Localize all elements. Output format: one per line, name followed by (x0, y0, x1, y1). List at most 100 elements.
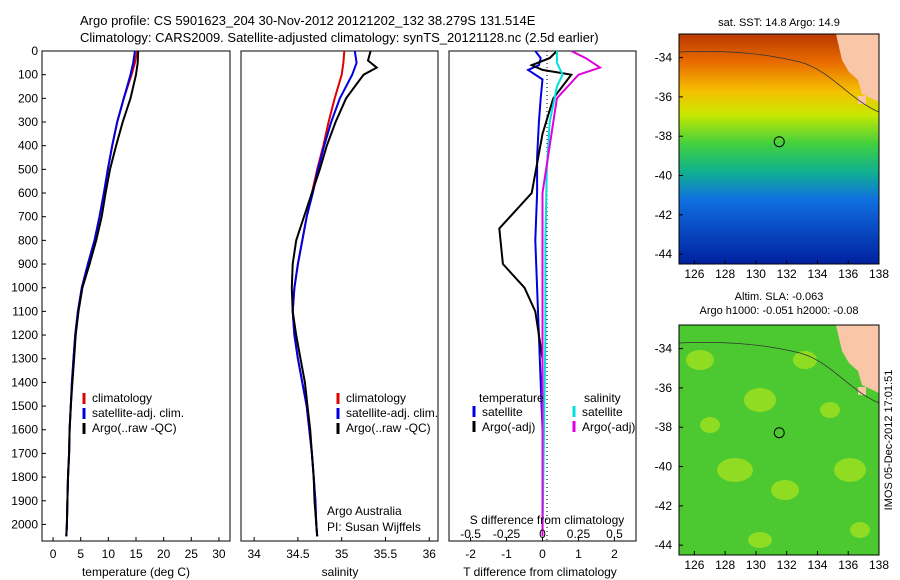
depth-tick-label: 1500 (11, 399, 38, 413)
x-tick-label: 30 (212, 547, 226, 561)
depth-tick-label: 1100 (12, 304, 38, 318)
legend-s-argo: Argo(-adj) (582, 420, 635, 434)
s-tick-label: -0.25 (493, 527, 521, 541)
argo-australia-note: Argo Australia (327, 504, 402, 518)
bathymetry-contour (678, 341, 880, 404)
map-y-tick-label: -38 (655, 129, 673, 143)
map-x-tick-label: 138 (869, 558, 889, 572)
depth-tick-label: 900 (18, 257, 38, 271)
map-x-tick-label: 130 (746, 267, 766, 281)
pi-note: PI: Susan Wijffels (327, 520, 421, 534)
legend-climatology: climatology (346, 391, 406, 405)
map-y-tick-label: -36 (655, 381, 673, 395)
series-line-3 (290, 51, 379, 537)
map-x-tick-label: 138 (869, 267, 889, 281)
depth-tick-label: 1300 (11, 352, 38, 366)
map-y-tick-label: -42 (655, 208, 673, 222)
x-tick-label: 5 (77, 547, 84, 561)
sst-field (679, 34, 879, 264)
x-tick-label: 34 (247, 547, 261, 561)
map-x-tick-label: 128 (715, 558, 735, 572)
sla-title-2: Argo h1000: -0.051 h2000: -0.08 (699, 305, 858, 317)
depth-tick-label: 1600 (11, 423, 38, 437)
sla-frame (678, 324, 880, 556)
temperature-xlabel: temperature (deg C) (82, 565, 190, 579)
bathymetry-contour (678, 50, 880, 113)
temperature-legend: climatology satellite-adj. clim. Argo(..… (82, 391, 184, 435)
t-difference-xlabel: T difference from climatology (463, 565, 617, 579)
title-line-1: Argo profile: CS 5901623_204 30-Nov-2012… (80, 13, 536, 28)
x-tick-label: -2 (465, 547, 476, 561)
map-x-tick-label: 132 (777, 267, 797, 281)
s-tick-label: -0.5 (460, 527, 481, 541)
salinity-panel: 34 34.5 35 35.5 36 salinity climatology sate… (240, 50, 439, 579)
s-tick-label: 0.5 (606, 527, 623, 541)
depth-tick-label: 500 (18, 162, 38, 176)
x-tick-label: 0 (50, 547, 57, 561)
sla-title-1: Altim. SLA: -0.063 (735, 291, 824, 303)
depth-tick-label: 1700 (11, 446, 38, 460)
legend-argo: Argo(..raw -QC) (92, 421, 177, 435)
series-line-3 (541, 51, 564, 537)
x-tick-label: -1 (501, 547, 512, 561)
map-x-tick-label: 128 (715, 267, 735, 281)
series-line-2 (498, 51, 574, 537)
x-tick-label: 1 (575, 547, 582, 561)
map-x-tick-label: 136 (838, 558, 858, 572)
depth-tick-label: 1400 (11, 375, 38, 389)
salinity-xlabel: salinity (322, 565, 359, 579)
profile-location-marker (773, 136, 785, 148)
legend-t-argo: Argo(-adj) (482, 420, 535, 434)
map-y-tick-label: -42 (655, 499, 673, 513)
x-tick-label: 35.5 (374, 547, 398, 561)
x-tick-label: 20 (157, 547, 171, 561)
depth-tick-label: 0 (31, 44, 38, 58)
salinity-legend: climatology satellite-adj. clim. Argo(..… (336, 391, 438, 435)
legend-s-satellite: satellite (582, 405, 623, 419)
profile-location-marker (773, 427, 785, 439)
s-difference-label: S difference from climatology (470, 513, 625, 527)
imos-timestamp: IMOS 05-Dec-2012 17:01:51 (883, 370, 895, 511)
legend-climatology: climatology (92, 391, 152, 405)
legend-temperature-heading: temperature (479, 391, 544, 405)
s-tick-label: 0 (539, 527, 546, 541)
sst-map: sat. SST: 14.8 Argo: 14.9 126 128 130 132 13… (655, 17, 890, 281)
depth-tick-label: 1800 (11, 470, 38, 484)
sla-map: Altim. SLA: -0.063 Argo h1000: -0.051 h2… (655, 291, 890, 572)
depth-tick-label: 600 (18, 186, 38, 200)
land-mass (858, 96, 866, 104)
depth-tick-label: 1200 (11, 328, 38, 342)
land-mass (858, 387, 866, 395)
depth-tick-label: 100 (18, 68, 38, 82)
map-y-tick-label: -36 (655, 90, 673, 104)
map-x-tick-label: 136 (838, 267, 858, 281)
map-y-tick-label: -40 (655, 460, 673, 474)
depth-tick-label: 2000 (11, 517, 38, 531)
x-tick-label: 34.5 (286, 547, 310, 561)
map-y-tick-label: -34 (655, 51, 673, 65)
temperature-panel: 0100200300400500600700800900100011001200… (11, 44, 453, 579)
difference-panel: -2 -1 0 1 2 S difference from climatology -0… (448, 50, 637, 579)
series-line-3 (65, 51, 140, 537)
legend-satellite: satellite-adj. clim. (346, 406, 438, 420)
x-tick-label: 0 (539, 547, 546, 561)
sst-frame (678, 33, 880, 265)
title-line-2: Climatology: CARS2009. Satellite-adjuste… (80, 30, 599, 45)
x-tick-label: 2 (611, 547, 618, 561)
s-tick-label: 0.25 (567, 527, 591, 541)
x-tick-label: 10 (102, 547, 116, 561)
map-y-tick-label: -34 (655, 342, 673, 356)
legend-t-satellite: satellite (482, 405, 523, 419)
map-y-tick-label: -44 (655, 247, 673, 261)
land-mass (836, 325, 879, 393)
land-mass (836, 34, 879, 102)
map-x-tick-label: 134 (807, 558, 827, 572)
depth-tick-label: 800 (18, 233, 38, 247)
sst-title: sat. SST: 14.8 Argo: 14.9 (718, 17, 840, 29)
legend-salinity-heading: salinity (584, 391, 621, 405)
map-x-tick-label: 130 (746, 558, 766, 572)
depth-tick-label: 1000 (11, 281, 38, 295)
series-line-4 (541, 51, 603, 537)
x-tick-label: 36 (423, 547, 437, 561)
legend-satellite: satellite-adj. clim. (92, 406, 184, 420)
